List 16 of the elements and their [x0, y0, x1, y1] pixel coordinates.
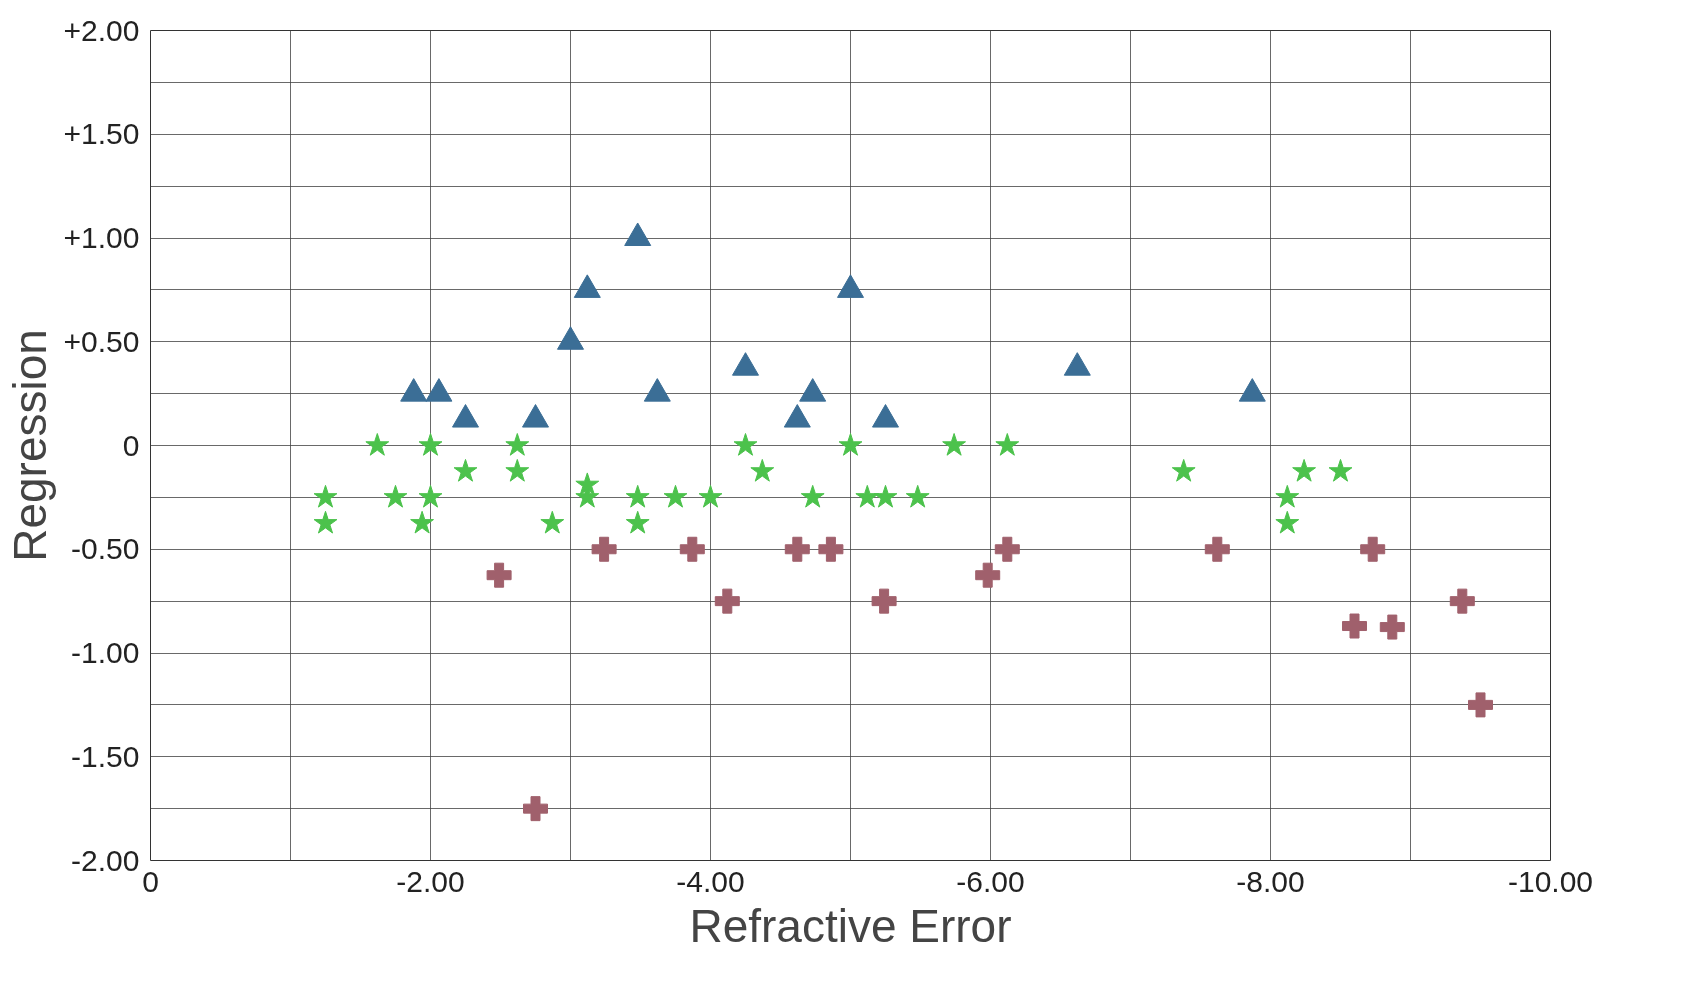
y-tick-label: -1.00	[71, 636, 140, 669]
x-tick-label: -8.00	[1236, 864, 1305, 898]
y-axis-title: Regression	[3, 329, 56, 562]
y-tick-label: +1.00	[63, 221, 140, 254]
x-tick-label: -2.00	[396, 864, 465, 898]
y-tick-label: +1.50	[63, 117, 140, 151]
x-axis-title: Refractive Error	[689, 899, 1012, 952]
y-tick-label: -2.00	[71, 843, 140, 877]
x-tick-label: -10.00	[1507, 864, 1594, 898]
y-tick-label: -1.50	[71, 739, 140, 773]
x-tick-label: -6.00	[956, 864, 1025, 898]
y-tick-label: -0.50	[71, 532, 140, 566]
y-tick-label: 0	[122, 428, 140, 462]
y-tick-label: +2.00	[63, 13, 140, 47]
x-tick-label: -4.00	[676, 864, 745, 898]
y-tick-label: +0.50	[63, 324, 140, 358]
